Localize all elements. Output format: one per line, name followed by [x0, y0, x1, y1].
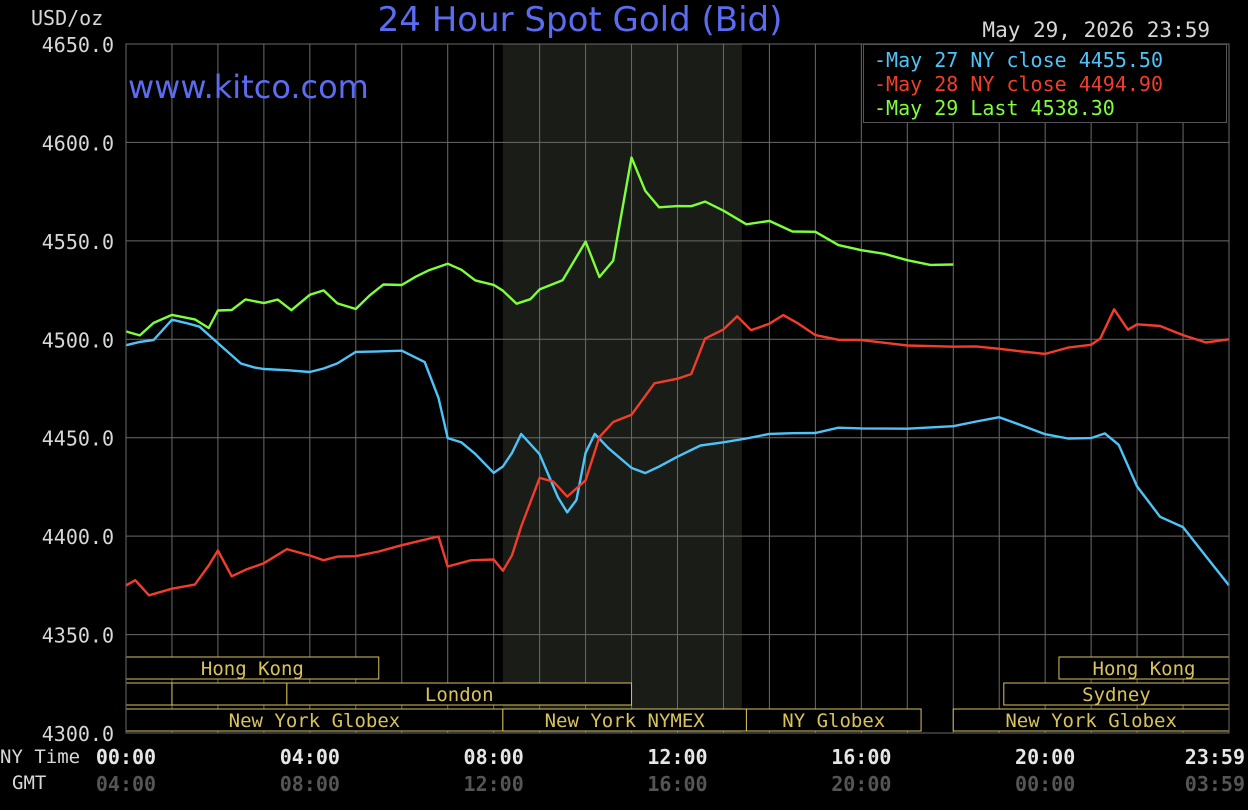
- session-box: [125, 682, 173, 706]
- y-tick-label: 4300.0: [42, 722, 114, 746]
- series-line-1: [125, 308, 1230, 597]
- legend-label-may27: May 27 NY close 4455.50: [886, 48, 1163, 72]
- nymex-shading: [502, 44, 742, 733]
- watermark: www.kitco.com: [128, 68, 369, 106]
- session-box: [171, 682, 288, 706]
- x-tick-label-gmt: 00:00: [1015, 772, 1075, 796]
- session-label: New York Globex: [1005, 710, 1177, 732]
- x-tick-label-ny: 08:00: [464, 745, 524, 769]
- session-label: London: [425, 684, 494, 706]
- legend-item-may29: -May 29 Last 4538.30: [874, 96, 1115, 120]
- x-tick-label-gmt: 12:00: [464, 772, 524, 796]
- timestamp: May 29, 2026 23:59: [982, 18, 1210, 42]
- legend-item-may27: -May 27 NY close 4455.50: [874, 48, 1163, 72]
- x-tick-label-ny: 12:00: [647, 745, 707, 769]
- x-tick-label-ny: 20:00: [1015, 745, 1075, 769]
- session-label: Hong Kong: [1093, 658, 1196, 680]
- x-tick-label-ny: 04:00: [280, 745, 340, 769]
- y-tick-label: 4450.0: [42, 427, 114, 451]
- session-box: [745, 708, 922, 732]
- series-line-0: [125, 318, 1230, 587]
- x-tick-label-gmt: 04:00: [96, 772, 156, 796]
- ny-time-label: NY Time: [0, 746, 81, 768]
- y-tick-label: 4550.0: [42, 230, 114, 254]
- y-tick-label: 4500.0: [42, 328, 114, 352]
- chart-title: 24 Hour Spot Gold (Bid): [377, 0, 783, 40]
- x-tick-label-gmt: 08:00: [280, 772, 340, 796]
- legend: -May 27 NY close 4455.50 -May 28 NY clos…: [863, 44, 1227, 123]
- session-label: Hong Kong: [201, 658, 304, 680]
- session-label: Sydney: [1082, 684, 1151, 706]
- y-tick-label: 4650.0: [42, 33, 114, 57]
- x-tick-label-ny: 23:59: [1185, 745, 1245, 769]
- legend-label-may28: May 28 NY close 4494.90: [886, 72, 1163, 96]
- x-axis: 00:00 04:00 08:00 12:00 16:00 20:00 23:59 04:00…: [96, 745, 1245, 796]
- legend-label-may29: May 29 Last 4538.30: [886, 96, 1115, 120]
- y-axis: 4650.0 4600.0 4550.0 4500.0 4450.0 4400.0 4350…: [42, 33, 114, 746]
- session-label: New York Globex: [229, 710, 401, 732]
- unit-label: USD/oz: [31, 6, 104, 30]
- session-box: [286, 682, 633, 706]
- series-line-2: [125, 156, 954, 337]
- grid-lines: [126, 44, 1229, 733]
- legend-item-may28: -May 28 NY close 4494.90: [874, 72, 1163, 96]
- market-sessions: Hong Kong Hong Kong London Sydney New York G…: [125, 656, 1230, 732]
- plot-border: [125, 43, 1230, 734]
- y-tick-label: 4400.0: [42, 525, 114, 549]
- y-tick-label: 4350.0: [42, 624, 114, 648]
- price-series: [125, 156, 1230, 597]
- session-label: NY Globex: [782, 710, 885, 732]
- x-tick-label-ny: 16:00: [831, 745, 891, 769]
- x-tick-label-ny: 00:00: [96, 745, 156, 769]
- gmt-label: GMT: [12, 772, 47, 794]
- y-tick-label: 4600.0: [42, 131, 114, 155]
- session-label: New York NYMEX: [545, 710, 706, 732]
- x-tick-label-gmt: 03:59: [1185, 772, 1245, 796]
- x-tick-label-gmt: 20:00: [831, 772, 891, 796]
- x-tick-label-gmt: 16:00: [647, 772, 707, 796]
